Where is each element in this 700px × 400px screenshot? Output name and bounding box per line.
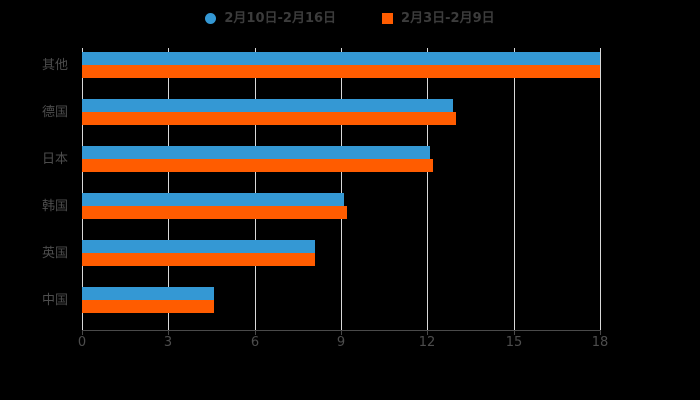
- x-tick-label-0: 0: [77, 335, 87, 350]
- bar-韩国-series-1[interactable]: [82, 206, 347, 219]
- x-tick-mark-15: [514, 330, 515, 335]
- bar-其他-series-1[interactable]: [82, 65, 600, 78]
- gridline-x-18: [600, 48, 601, 330]
- bar-韩国-series-0[interactable]: [82, 193, 344, 206]
- x-tick-mark-0: [82, 330, 83, 335]
- x-tick-mark-3: [168, 330, 169, 335]
- plot-area: [82, 48, 601, 330]
- x-tick-mark-12: [427, 330, 428, 335]
- gridline-x-3: [168, 48, 169, 330]
- x-tick-label-6: 6: [250, 335, 260, 350]
- y-axis-label-中国: 中国: [41, 293, 68, 308]
- legend-label-series-0: 2月10日-2月16日: [224, 10, 337, 26]
- x-tick-label-15: 15: [505, 335, 523, 350]
- x-tick-label-12: 12: [418, 335, 436, 350]
- gridline-x-6: [255, 48, 256, 330]
- x-tick-mark-6: [255, 330, 256, 335]
- chart-legend: 2月10日-2月16日 2月3日-2月9日: [0, 6, 700, 30]
- bar-英国-series-0[interactable]: [82, 240, 315, 253]
- x-tick-mark-18: [600, 330, 601, 335]
- gridline-x-9: [341, 48, 342, 330]
- x-tick-label-3: 3: [163, 335, 173, 350]
- bar-其他-series-0[interactable]: [82, 52, 600, 65]
- y-axis-label-英国: 英国: [41, 246, 68, 261]
- bar-日本-series-1[interactable]: [82, 159, 433, 172]
- gridline-x-15: [514, 48, 515, 330]
- legend-marker-square-icon: [382, 12, 394, 24]
- x-tick-mark-9: [341, 330, 342, 335]
- bar-日本-series-0[interactable]: [82, 146, 430, 159]
- bar-中国-series-0[interactable]: [82, 287, 214, 300]
- bar-德国-series-1[interactable]: [82, 112, 456, 125]
- bar-德国-series-0[interactable]: [82, 99, 453, 112]
- x-tick-label-9: 9: [336, 335, 346, 350]
- x-tick-label-18: 18: [591, 335, 609, 350]
- legend-item-series-1[interactable]: 2月3日-2月9日: [382, 8, 495, 28]
- legend-label-series-1: 2月3日-2月9日: [401, 10, 495, 26]
- gridline-x-0: [82, 48, 83, 330]
- y-axis-label-德国: 德国: [41, 105, 68, 120]
- y-axis-label-日本: 日本: [41, 152, 68, 167]
- bar-中国-series-1[interactable]: [82, 300, 214, 313]
- y-axis-label-韩国: 韩国: [41, 199, 68, 214]
- legend-item-series-0[interactable]: 2月10日-2月16日: [205, 8, 336, 28]
- bar-英国-series-1[interactable]: [82, 253, 315, 266]
- gridline-x-12: [427, 48, 428, 330]
- legend-marker-circle-icon: [205, 12, 217, 24]
- y-axis-label-其他: 其他: [41, 58, 68, 73]
